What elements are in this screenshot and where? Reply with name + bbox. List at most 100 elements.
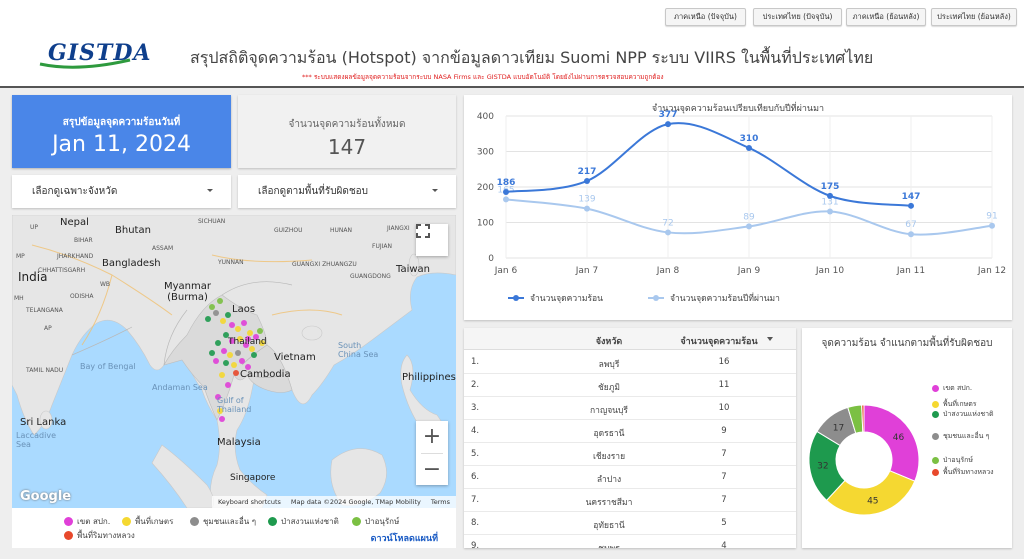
legend-item: พื้นที่เกษตร: [122, 515, 173, 528]
nav-thailand-current-button[interactable]: ประเทศไทย (ปัจจุบัน): [753, 8, 842, 26]
map-data-attribution: Map data ©2024 Google, TMap Mobility: [290, 498, 421, 506]
map-label-bangladesh: Bangladesh: [102, 258, 161, 269]
nav-thailand-history-button[interactable]: ประเทศไทย (ย้อนหลัง): [931, 8, 1017, 26]
data-point: [584, 177, 590, 184]
plus-icon: +: [422, 424, 442, 450]
row-province: อุดรธานี: [593, 429, 625, 439]
row-count: 10: [718, 403, 730, 413]
map-label-fujian: FUJIAN: [372, 243, 392, 250]
province-filter-dropdown[interactable]: เลือกดูเฉพาะจังหวัด: [12, 175, 231, 208]
legend-dot-icon: [932, 469, 939, 476]
x-tick-label: Jan 10: [815, 266, 844, 276]
table-row[interactable]: 6. ลำปาง 7: [464, 466, 796, 489]
header-count[interactable]: จำนวนจุดความร้อน: [680, 337, 758, 347]
total-summary-card: จำนวนจุดความร้อนทั้งหมด 147: [238, 95, 456, 168]
map-label-bay-of-bengal: Bay of Bengal: [80, 362, 136, 371]
map-label-india: India: [18, 270, 48, 284]
map-label-tamil-nadu: TAMIL NADU: [26, 367, 64, 374]
donut-legend-item: ป่าอนุรักษ์: [932, 456, 995, 465]
logo-text: GISTDA: [48, 40, 152, 66]
terms-link[interactable]: Terms: [430, 498, 450, 506]
map-label-srilanka: Sri Lanka: [20, 417, 67, 428]
nav-north-current-button[interactable]: ภาคเหนือ (ปัจจุบัน): [665, 8, 746, 26]
chevron-down-icon: [207, 189, 213, 192]
row-province: เชียงราย: [592, 452, 626, 462]
map-label-up: UP: [30, 224, 39, 231]
zoom-in-button[interactable]: +: [423, 421, 441, 453]
row-province: อุทัยธานี: [593, 521, 625, 531]
row-count: 4: [721, 541, 727, 548]
area-filter-dropdown[interactable]: เลือกดูตามพื้นที่รับผิดชอบ: [238, 175, 456, 208]
row-index: 2.: [471, 380, 480, 390]
row-count: 16: [718, 357, 730, 367]
data-label: 91: [986, 212, 997, 222]
zoom-control: + −: [416, 421, 448, 485]
table-row[interactable]: 4. อุดรธานี 9: [464, 420, 796, 443]
row-index: 4.: [471, 426, 480, 436]
donut-legend-item: ป่าสงวนแห่งชาติ: [932, 410, 995, 419]
map-label-malaysia: Malaysia: [217, 437, 261, 448]
row-count: 7: [721, 495, 727, 505]
donut-slice[interactable]: [861, 404, 865, 433]
table-row[interactable]: 3. กาญจนบุรี 10: [464, 397, 796, 420]
hotspot-map[interactable]: Nepal Bhutan India Bangladesh Myanmar (B…: [12, 215, 456, 508]
map-label-guangdong: GUANGDONG: [350, 273, 391, 280]
x-tick-label: Jan 6: [494, 266, 518, 276]
sort-desc-icon[interactable]: [767, 337, 773, 341]
map-label-bihar: BIHAR: [74, 237, 93, 244]
data-label: 72: [662, 218, 673, 228]
y-tick-label: 0: [488, 254, 494, 264]
row-count: 9: [721, 426, 727, 436]
x-tick-label: Jan 8: [656, 266, 680, 276]
date-value: Jan 11, 2024: [52, 132, 191, 157]
header: ภาคเหนือ (ปัจจุบัน) ประเทศไทย (ปัจจุบัน)…: [0, 0, 1024, 88]
legend-item: ป่าสงวนแห่งชาติ: [268, 515, 339, 528]
zoom-out-button[interactable]: −: [423, 454, 441, 486]
legend-dot-icon: [190, 517, 199, 526]
legend-dot-icon: [932, 457, 939, 464]
donut-legend-item: พื้นที่เกษตร: [932, 400, 995, 409]
gistda-logo: GISTDA: [38, 38, 151, 74]
nav-north-history-button[interactable]: ภาคเหนือ (ย้อนหลัง): [846, 8, 926, 26]
donut-slice[interactable]: [863, 404, 920, 482]
data-label: 131: [821, 197, 838, 207]
fullscreen-button[interactable]: [416, 224, 448, 256]
legend-item: เขต สปก.: [64, 515, 110, 528]
table-row[interactable]: 5. เชียงราย 7: [464, 443, 796, 466]
table-row[interactable]: 1. ลพบุรี 16: [464, 351, 796, 374]
table-row[interactable]: 9. ชุมพร 4: [464, 535, 796, 548]
legend-dot-icon: [352, 517, 361, 526]
table-header: จังหวัด จำนวนจุดความร้อน: [464, 328, 796, 350]
map-label-bhutan: Bhutan: [115, 225, 151, 236]
row-count: 7: [721, 472, 727, 482]
table-row[interactable]: 8. อุทัยธานี 5: [464, 512, 796, 535]
legend-dot-icon: [932, 385, 939, 392]
donut-slice[interactable]: [825, 470, 916, 516]
data-point: [908, 231, 914, 238]
keyboard-shortcuts-link[interactable]: Keyboard shortcuts: [217, 498, 281, 506]
row-province: ลำปาง: [596, 475, 622, 485]
logo-swoosh-icon: [39, 58, 131, 69]
legend-dot-icon: [122, 517, 131, 526]
table-row[interactable]: 7. นครราชสีมา 7: [464, 489, 796, 512]
line-chart: 0 100 200 300 400 Jan 6 Jan 7 Jan 8 Jan 9 Jan 10 J…: [477, 110, 1006, 304]
line-chart-title: จำนวนจุดความร้อนเปรียบเทียบกับปีที่ผ่านม…: [651, 104, 825, 114]
row-index: 7.: [471, 495, 480, 505]
data-point: [746, 223, 752, 230]
province-table: จังหวัด จำนวนจุดความร้อน 1. ลพบุรี 16 2. ชัย…: [464, 328, 796, 548]
map-label-taiwan: Taiwan: [396, 264, 431, 275]
table-row[interactable]: 2. ชัยภูมิ 11: [464, 374, 796, 397]
row-index: 5.: [471, 449, 480, 459]
date-label: สรุปข้อมูลจุดความร้อนวันที่: [62, 117, 181, 128]
download-map-link[interactable]: ดาวน์โหลดแผนที่: [370, 534, 438, 544]
map-label-nepal: Nepal: [60, 217, 89, 228]
data-point: [503, 196, 509, 203]
chevron-down-icon: [432, 189, 438, 192]
legend-item: ชุมชนและอื่น ๆ: [190, 515, 256, 528]
row-province: ชัยภูมิ: [598, 383, 620, 393]
map-label-south-china-sea: South China Sea: [338, 341, 379, 359]
header-province[interactable]: จังหวัด: [595, 337, 623, 347]
data-label: 67: [905, 220, 916, 230]
x-tick-label: Jan 7: [575, 266, 598, 276]
legend-dot-icon: [932, 411, 939, 418]
